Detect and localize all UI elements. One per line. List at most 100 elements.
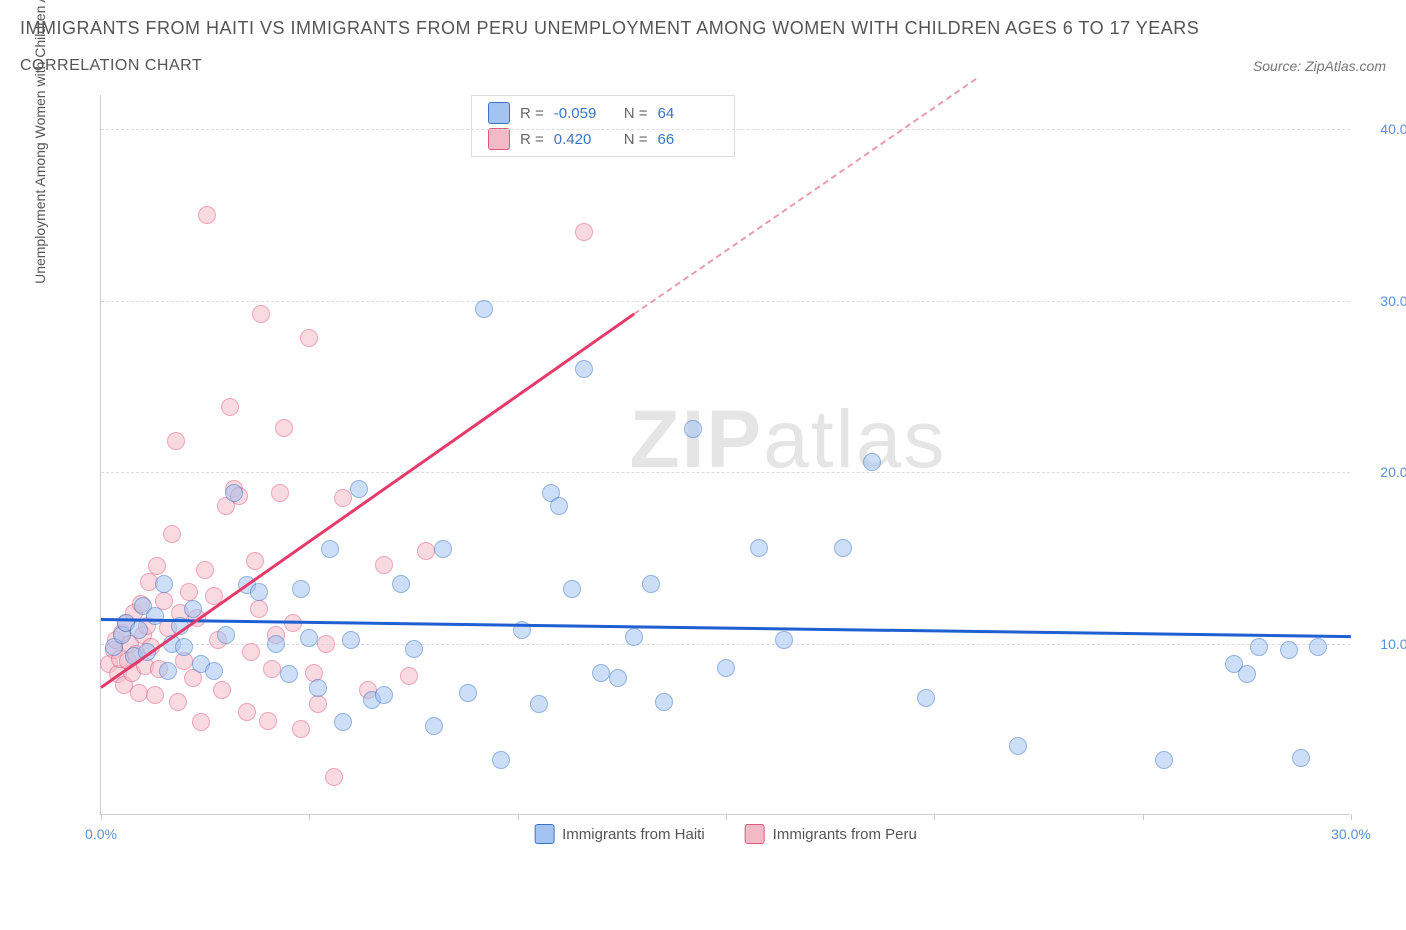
r-label-a: R = xyxy=(520,105,544,122)
data-point xyxy=(834,539,852,557)
data-point xyxy=(375,556,393,574)
data-point xyxy=(280,665,298,683)
data-point xyxy=(334,713,352,731)
data-point xyxy=(1250,638,1268,656)
y-axis-label: Unemployment Among Women with Children A… xyxy=(32,0,48,284)
data-point xyxy=(609,669,627,687)
data-point xyxy=(252,305,270,323)
r-value-b: 0.420 xyxy=(554,131,614,148)
data-point xyxy=(225,484,243,502)
data-point xyxy=(750,539,768,557)
stats-legend: R = -0.059 N = 64 R = 0.420 N = 66 xyxy=(471,95,735,157)
data-point xyxy=(169,693,187,711)
data-point xyxy=(530,695,548,713)
data-point xyxy=(1009,737,1027,755)
data-point xyxy=(684,420,702,438)
data-point xyxy=(155,575,173,593)
data-point xyxy=(425,717,443,735)
data-point xyxy=(267,635,285,653)
data-point xyxy=(492,751,510,769)
data-point xyxy=(271,484,289,502)
grid-line xyxy=(101,129,1350,130)
data-point xyxy=(459,684,477,702)
data-point xyxy=(163,525,181,543)
data-point xyxy=(259,712,277,730)
data-point xyxy=(175,638,193,656)
data-point xyxy=(263,660,281,678)
r-label-b: R = xyxy=(520,131,544,148)
data-point xyxy=(1280,641,1298,659)
data-point xyxy=(198,206,216,224)
data-point xyxy=(130,621,148,639)
data-point xyxy=(242,643,260,661)
data-point xyxy=(130,684,148,702)
data-point xyxy=(146,686,164,704)
y-tick-label: 20.0% xyxy=(1380,464,1406,480)
stats-row-a: R = -0.059 N = 64 xyxy=(488,100,718,126)
legend-label-b: Immigrants from Peru xyxy=(773,826,917,843)
data-point xyxy=(325,768,343,786)
y-tick-label: 10.0% xyxy=(1380,636,1406,652)
chart-title: IMMIGRANTS FROM HAITI VS IMMIGRANTS FROM… xyxy=(20,18,1386,39)
grid-line xyxy=(101,472,1350,473)
grid-line xyxy=(101,301,1350,302)
data-point xyxy=(300,329,318,347)
chart-container: Unemployment Among Women with Children A… xyxy=(70,95,1350,855)
data-point xyxy=(221,398,239,416)
x-tick xyxy=(518,814,519,820)
data-point xyxy=(250,583,268,601)
data-point xyxy=(292,580,310,598)
x-tick xyxy=(726,814,727,820)
data-point xyxy=(300,629,318,647)
r-value-a: -0.059 xyxy=(554,105,614,122)
data-point xyxy=(775,631,793,649)
x-tick xyxy=(309,814,310,820)
data-point xyxy=(217,626,235,644)
data-point xyxy=(592,664,610,682)
data-point xyxy=(205,662,223,680)
data-point xyxy=(434,540,452,558)
data-point xyxy=(342,631,360,649)
data-point xyxy=(475,300,493,318)
x-tick xyxy=(934,814,935,820)
data-point xyxy=(180,583,198,601)
data-point xyxy=(146,607,164,625)
data-point xyxy=(863,453,881,471)
data-point xyxy=(167,432,185,450)
data-point xyxy=(655,693,673,711)
x-tick xyxy=(1351,814,1352,820)
data-point xyxy=(275,419,293,437)
chart-source: Source: ZipAtlas.com xyxy=(1253,58,1386,74)
legend-swatch-a xyxy=(534,824,554,844)
data-point xyxy=(317,635,335,653)
data-point xyxy=(148,557,166,575)
x-tick xyxy=(101,814,102,820)
data-point xyxy=(238,703,256,721)
data-point xyxy=(321,540,339,558)
legend-swatch-b xyxy=(745,824,765,844)
data-point xyxy=(246,552,264,570)
data-point xyxy=(1309,638,1327,656)
data-point xyxy=(1292,749,1310,767)
n-label-a: N = xyxy=(624,105,648,122)
data-point xyxy=(159,662,177,680)
data-point xyxy=(250,600,268,618)
data-point xyxy=(309,679,327,697)
grid-line xyxy=(101,644,1350,645)
swatch-a xyxy=(488,102,510,124)
legend-item-b: Immigrants from Peru xyxy=(745,824,917,844)
data-point xyxy=(192,713,210,731)
data-point xyxy=(1155,751,1173,769)
data-point xyxy=(292,720,310,738)
n-label-b: N = xyxy=(624,131,648,148)
data-point xyxy=(350,480,368,498)
swatch-b xyxy=(488,128,510,150)
legend-item-a: Immigrants from Haiti xyxy=(534,824,705,844)
data-point xyxy=(392,575,410,593)
data-point xyxy=(417,542,435,560)
chart-header: IMMIGRANTS FROM HAITI VS IMMIGRANTS FROM… xyxy=(0,0,1406,47)
data-point xyxy=(400,667,418,685)
chart-subtitle-row: CORRELATION CHART Source: ZipAtlas.com xyxy=(0,47,1406,79)
data-point xyxy=(575,360,593,378)
plot-area: ZIPatlas R = -0.059 N = 64 R = 0.420 N =… xyxy=(100,95,1350,815)
